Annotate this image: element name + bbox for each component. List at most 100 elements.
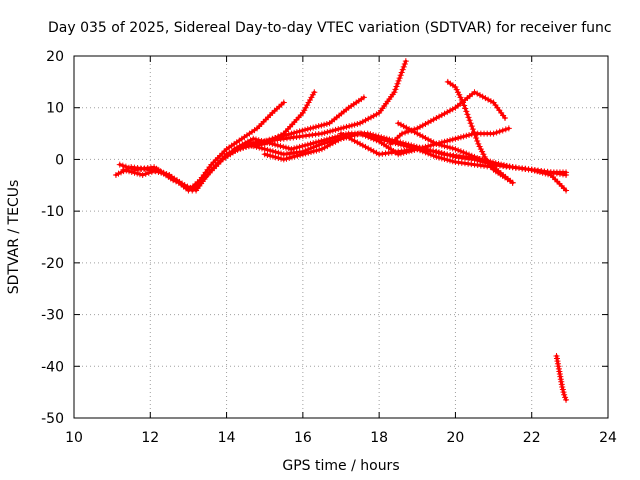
data-point — [126, 168, 133, 175]
y-tick-label: -30 — [41, 308, 64, 324]
data-point — [449, 153, 456, 160]
data-point — [427, 137, 434, 144]
data-point — [343, 123, 350, 130]
data-point — [269, 148, 276, 155]
data-point — [280, 143, 287, 150]
x-tick-label: 20 — [447, 430, 465, 446]
data-point — [348, 122, 355, 129]
data-point — [134, 170, 141, 177]
data-point — [417, 123, 424, 130]
data-point — [460, 99, 467, 106]
data-point — [414, 146, 421, 153]
data-point — [340, 132, 347, 139]
data-point — [493, 129, 500, 136]
series-track-2 — [116, 89, 318, 194]
data-point — [305, 149, 312, 156]
data-point — [419, 122, 426, 129]
data-point — [460, 149, 467, 156]
data-point — [305, 99, 312, 106]
data-point — [433, 140, 440, 147]
data-point — [288, 146, 295, 153]
data-point — [455, 147, 462, 154]
data-point — [460, 133, 467, 140]
data-point — [338, 125, 344, 132]
data-point — [441, 150, 448, 157]
x-tick-label: 22 — [523, 430, 541, 446]
data-point — [395, 77, 402, 84]
data-point — [456, 91, 463, 98]
data-point — [302, 142, 309, 149]
data-point — [346, 135, 353, 142]
data-point — [324, 143, 331, 150]
data-point — [395, 140, 402, 147]
data-point — [261, 138, 268, 145]
data-point — [562, 394, 569, 401]
data-point — [452, 146, 459, 153]
data-point — [304, 126, 311, 133]
data-point — [402, 58, 409, 65]
data-point — [171, 175, 178, 182]
data-point — [463, 132, 470, 139]
data-point — [422, 149, 429, 156]
data-point — [417, 147, 424, 154]
data-point — [433, 148, 440, 155]
data-point — [307, 140, 314, 147]
data-point — [272, 154, 279, 161]
data-point — [393, 83, 400, 90]
data-point — [452, 84, 459, 91]
data-point — [231, 146, 238, 153]
data-point — [357, 140, 364, 147]
data-point — [285, 131, 292, 138]
data-point — [472, 132, 479, 139]
data-point — [399, 130, 406, 137]
data-point — [119, 162, 126, 169]
data-point — [304, 141, 311, 148]
data-point — [277, 143, 284, 150]
data-point — [370, 148, 377, 155]
data-layer — [112, 58, 570, 403]
data-point — [264, 151, 271, 158]
data-point — [433, 153, 440, 160]
data-point — [253, 143, 260, 150]
data-point — [359, 131, 366, 138]
data-point — [469, 126, 476, 133]
data-point — [373, 149, 380, 156]
data-point — [370, 112, 377, 119]
data-point — [467, 120, 474, 127]
data-point — [400, 63, 407, 70]
data-point — [419, 148, 426, 155]
data-point — [139, 171, 146, 178]
data-point — [250, 135, 257, 142]
data-point — [406, 126, 413, 133]
data-point — [327, 128, 334, 135]
data-point — [560, 389, 567, 396]
data-point — [242, 140, 249, 147]
data-point — [321, 144, 328, 151]
data-point — [403, 124, 410, 131]
data-point — [449, 145, 456, 152]
data-point — [354, 139, 361, 146]
data-point — [145, 169, 152, 176]
data-point — [128, 168, 135, 175]
x-tick-label: 24 — [599, 430, 617, 446]
data-point — [381, 137, 388, 144]
data-point — [384, 137, 391, 144]
data-point — [436, 154, 443, 161]
data-point — [373, 111, 380, 118]
data-point — [223, 151, 230, 158]
data-point — [157, 168, 164, 175]
data-point — [285, 145, 292, 152]
data-point — [315, 123, 322, 130]
data-point — [411, 129, 418, 136]
data-point — [321, 129, 328, 136]
data-point — [436, 113, 443, 120]
data-point — [482, 95, 489, 102]
data-point — [310, 124, 317, 131]
data-point — [471, 89, 478, 96]
data-point — [563, 396, 570, 403]
data-point — [490, 130, 497, 137]
data-point — [480, 151, 487, 158]
data-point — [299, 127, 306, 134]
y-tick-label: -20 — [41, 256, 64, 272]
